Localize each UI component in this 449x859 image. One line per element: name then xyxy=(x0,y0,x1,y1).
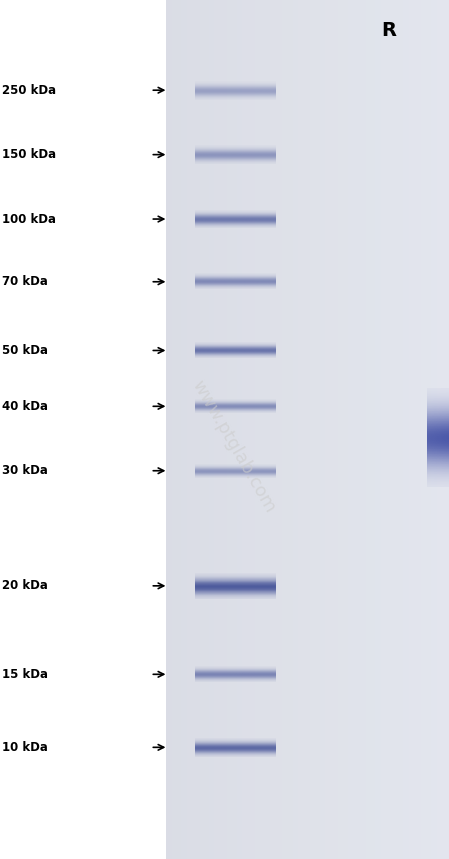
Text: 40 kDa: 40 kDa xyxy=(2,399,48,413)
Text: 250 kDa: 250 kDa xyxy=(2,83,57,97)
Text: 100 kDa: 100 kDa xyxy=(2,212,56,226)
Text: 15 kDa: 15 kDa xyxy=(2,667,48,681)
Text: 70 kDa: 70 kDa xyxy=(2,275,48,289)
Text: 30 kDa: 30 kDa xyxy=(2,464,48,478)
Text: 20 kDa: 20 kDa xyxy=(2,579,48,593)
Text: 50 kDa: 50 kDa xyxy=(2,344,48,357)
Text: www.ptglab.com: www.ptglab.com xyxy=(188,377,279,516)
Text: 150 kDa: 150 kDa xyxy=(2,148,57,161)
Text: 10 kDa: 10 kDa xyxy=(2,740,48,754)
Bar xyxy=(166,0,449,859)
Text: R: R xyxy=(381,21,396,40)
